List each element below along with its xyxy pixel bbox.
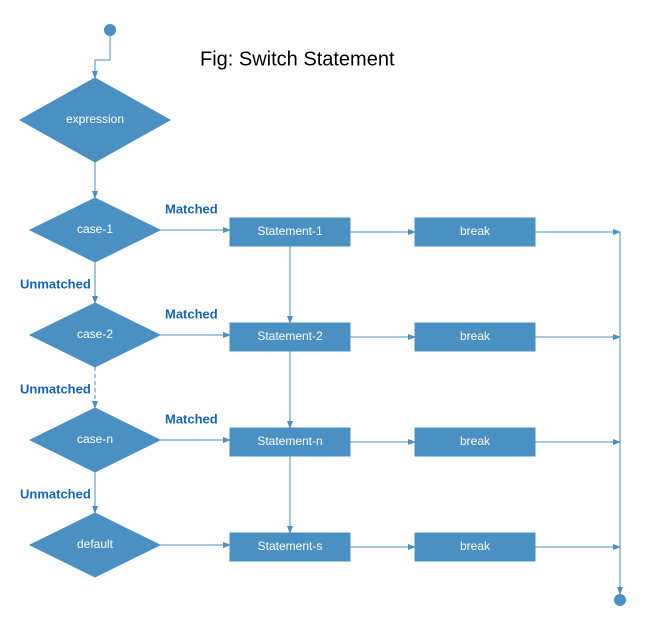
rect-label-stmts: Statement-s [258, 539, 323, 553]
diamond-label-expression: expression [66, 112, 124, 126]
rect-label-stmtn: Statement-n [257, 434, 322, 448]
diagram-title: Fig: Switch Statement [200, 48, 395, 70]
rect-label-stmt1: Statement-1 [257, 224, 323, 238]
start-dot [104, 24, 116, 36]
edge-label-case1-right: Matched [165, 201, 218, 216]
nodes-layer: expression case-1 case-2 case-n default State… [20, 24, 626, 606]
flowchart-canvas: Fig: Switch Statement expression case-1 ca… [0, 0, 654, 637]
edge-label-case2-down: Unmatched [20, 381, 91, 396]
rect-label-break1: break [460, 224, 491, 238]
diamond-label-case2: case-2 [77, 327, 113, 341]
edge-label-casen-down: Unmatched [20, 486, 91, 501]
rect-label-break2: break [460, 329, 491, 343]
rect-label-breakn: break [460, 434, 491, 448]
rect-label-stmt2: Statement-2 [257, 329, 323, 343]
edge-label-casen-right: Matched [165, 411, 218, 426]
diamond-label-default: default [77, 537, 114, 551]
edge-label-case2-right: Matched [165, 306, 218, 321]
diamond-label-casen: case-n [77, 432, 113, 446]
edge-label-case1-down: Unmatched [20, 276, 91, 291]
diamond-label-case1: case-1 [77, 222, 113, 236]
rect-label-breaks: break [460, 539, 491, 553]
edge-start [95, 36, 110, 78]
end-dot [614, 594, 626, 606]
